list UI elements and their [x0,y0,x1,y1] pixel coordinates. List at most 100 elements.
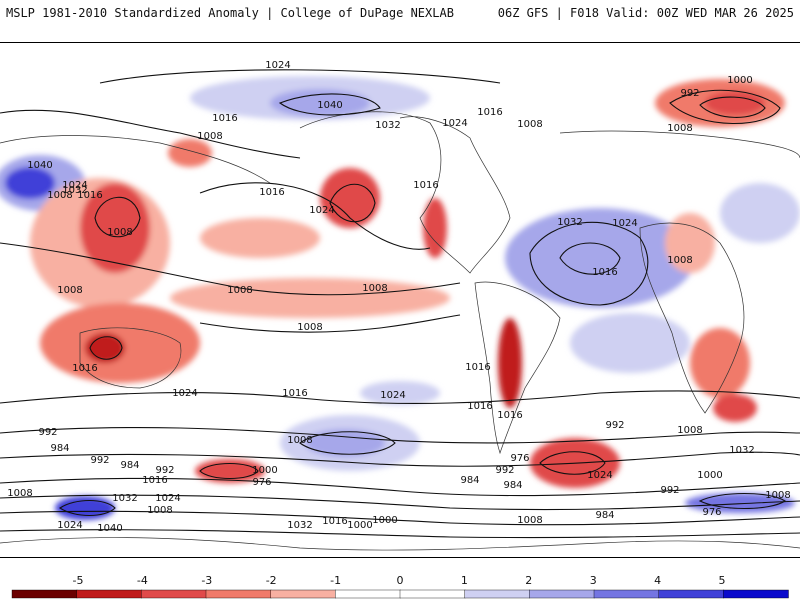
isobar-label: 1008 [677,425,702,436]
neg-anomaly-australia-core [85,333,125,363]
isobar-label: 992 [38,427,57,438]
colorbar-swatch [529,589,595,599]
isobar-label: 1016 [497,410,522,421]
colorbar-swatch [593,589,660,599]
isobar-label: 984 [50,443,69,454]
neg-anomaly-ne-pacific [320,168,380,228]
isobar-pacific-low [329,183,376,223]
eurasia-coast [0,130,800,184]
colorbar-swatch [270,589,337,599]
isobar-label: 1032 [557,217,582,228]
colorbar-tick-label: 2 [525,574,532,587]
isobar-label: 1016 [77,190,102,201]
isobar-label: 1008 [107,227,132,238]
isobar-label: 1016 [72,363,97,374]
isobar-label: 1016 [592,267,617,278]
isobar-1040-n [278,93,381,116]
pos-anomaly-antarctic-w [55,496,115,520]
colorbar-tick-label: -1 [330,574,341,587]
pos-anomaly-atlantic-2 [570,313,690,373]
isobar-label: 1016 [282,388,307,399]
isobar-label: 992 [90,455,109,466]
isobar-label: 984 [120,460,139,471]
isobar-label: 1000 [727,75,752,86]
isobar-s-3 [0,494,800,511]
isobar-label: 992 [155,465,174,476]
isobar-label: 1016 [259,187,284,198]
isobar-label: 1040 [27,160,52,171]
isobar-s-ind-high [698,492,786,510]
pos-anomaly-atlantic [505,208,695,308]
isobar-1024-n [99,69,501,84]
colorbar-tick-label: -5 [73,574,84,587]
isobar-label: 1016 [142,475,167,486]
isobar-label: 984 [595,510,614,521]
isobar-label: 1000 [697,470,722,481]
isobar-label: 1024 [265,60,290,71]
isobar-label: 1032 [62,185,87,196]
africa-coast [639,222,745,414]
isobar-label: 1000 [347,520,372,531]
isobar-label: 1008 [287,435,312,446]
isobar-label: 1032 [375,120,400,131]
colorbar-tick-label: -2 [266,574,277,587]
isobar-label: 976 [510,453,529,464]
colorbar-swatch [658,589,725,599]
isobar-label: 1024 [442,118,467,129]
isobar-label: 1008 [297,322,322,333]
isobar-label: 1024 [155,493,180,504]
isobar-s-1 [0,451,800,467]
isobar-label: 1008 [57,285,82,296]
colorbar-tick-label: 0 [397,574,404,587]
isobar-label: 1008 [227,285,252,296]
pos-anomaly-europe [720,183,800,243]
isobar-label: 1040 [97,523,122,534]
isobar-label: 976 [252,477,271,488]
isobar-label: 1008 [147,505,172,516]
isobar-arctic-low [669,89,781,125]
neg-anomaly-andes [498,318,522,408]
antarctica-coast [0,537,800,551]
isobar-label: 1000 [372,515,397,526]
isobar-label: 1016 [212,113,237,124]
isobar-s-pac-high [299,431,396,455]
australia-coast [79,327,182,389]
isobar-label: 992 [605,420,624,431]
isobar-label: 1024 [309,205,334,216]
isobar-asia-low [94,196,141,238]
isobar-label: 1024 [172,388,197,399]
isobar-s-atl-low [539,451,606,475]
colorbar-tick-label: 5 [719,574,726,587]
colorbar-swatch [205,589,272,599]
isobar-label: 1032 [287,520,312,531]
isobar-s-4 [0,510,800,526]
isobar-label: 1032 [729,445,754,456]
isobar-label: 1000 [252,465,277,476]
isobar-label: 1016 [413,180,438,191]
isobar-s-5 [0,529,800,539]
neg-anomaly-n-africa [665,213,715,273]
isobar-label: 1008 [517,515,542,526]
colorbar-swatches [11,589,789,599]
isobar-label: 1008 [47,190,72,201]
isobar-label: 1008 [667,255,692,266]
isobar-label: 1024 [0,43,13,46]
colorbar-swatch [335,589,401,599]
neg-anomaly-baja [423,198,447,258]
isobar-label: 1024 [612,218,637,229]
isobar-label: 1008 [362,283,387,294]
isobar-s-2 [0,477,800,497]
colorbar-ticks: -5 -4 -3 -2 -1 0 1 2 3 4 5 [73,574,726,587]
colorbar-swatch [723,589,789,599]
isobar-label: 1024 [62,180,87,191]
isobar-label: 992 [680,88,699,99]
colorbar-tick-label: 1 [461,574,468,587]
isobar-pacific-2 [199,182,431,250]
colorbar-swatch [76,589,143,599]
isobar-label: 1024 [380,390,405,401]
isobar-label: 1008 [7,488,32,499]
map-panel: 1024 1040 1016 1008 1032 1024 1016 1008 1008 1000… [0,42,800,558]
isobar-label: 984 [460,475,479,486]
